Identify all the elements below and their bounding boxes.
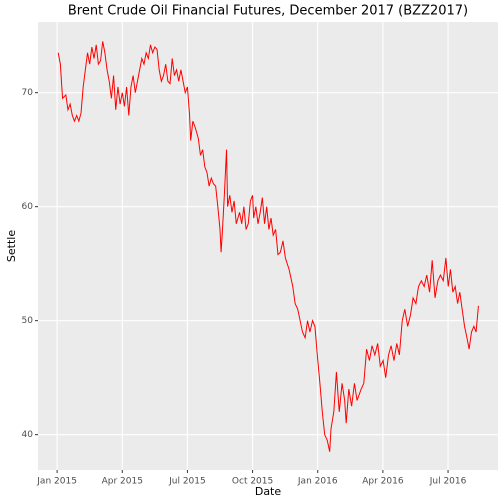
grid <box>38 22 498 470</box>
x-axis-title: Date <box>255 485 282 498</box>
y-axis-title: Settle <box>5 230 18 262</box>
x-tick-label: Jan 2016 <box>297 477 338 487</box>
y-tick-label: 50 <box>22 316 34 326</box>
x-tick-label: Oct 2015 <box>232 477 273 487</box>
x-tick-label: Apr 2016 <box>362 477 404 487</box>
x-tick-label: Jan 2015 <box>36 477 77 487</box>
line <box>57 41 479 452</box>
x-tick-label: Apr 2015 <box>102 477 143 487</box>
marks <box>57 41 479 452</box>
x-tick-label: Jul 2016 <box>429 477 467 487</box>
y-tick-label: 40 <box>22 430 34 440</box>
y-tick-label: 70 <box>22 88 34 98</box>
plot-panel <box>38 22 498 470</box>
x-tick-label: Jul 2015 <box>168 477 206 487</box>
y-tick-label: 60 <box>22 202 34 212</box>
chart-title: Brent Crude Oil Financial Futures, Decem… <box>68 4 468 19</box>
